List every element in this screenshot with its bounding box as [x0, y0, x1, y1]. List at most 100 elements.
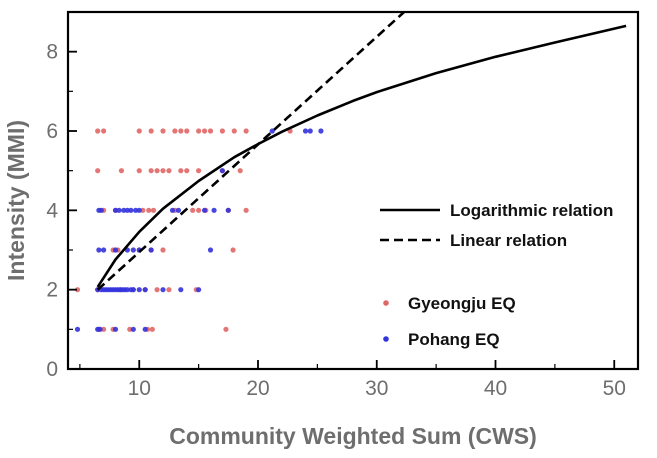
gyeongju-eq-point [136, 128, 142, 134]
pohang-eq-point [142, 326, 148, 332]
legend-label: Logarithmic relation [450, 201, 613, 220]
pohang-eq-point [142, 287, 148, 293]
gyeongju-eq-point [127, 326, 133, 332]
pohang-eq-point [130, 287, 136, 293]
gyeongju-eq-point [237, 168, 243, 174]
gyeongju-eq-point [160, 247, 166, 253]
gyeongju-eq-point [166, 287, 172, 293]
gyeongju-eq-point [160, 168, 166, 174]
gyeongju-eq-point [166, 168, 172, 174]
gyeongju-eq-point [160, 128, 166, 134]
pohang-eq-point [201, 207, 208, 213]
gyeongju-eq-point [243, 207, 249, 213]
linear-relation-line [96, 12, 405, 291]
y-tick-label: 8 [46, 41, 58, 64]
pohang-eq-point [136, 287, 142, 293]
legend-label: Linear relation [450, 231, 567, 250]
x-tick-label: 30 [365, 377, 388, 400]
pohang-eq-point [124, 287, 130, 293]
y-tick-label: 6 [46, 120, 58, 143]
pohang-eq-point [225, 207, 231, 213]
pohang-eq-point [124, 207, 130, 213]
gyeongju-eq-point [118, 168, 125, 174]
pohang-eq-point [112, 326, 119, 332]
x-tick-label: 40 [484, 377, 507, 400]
gyeongju-eq-point [178, 128, 184, 134]
pohang-eq-point [133, 207, 139, 213]
legend-label: Pohang EQ [408, 330, 500, 349]
gyeongju-eq-point [196, 207, 202, 213]
logarithmic-relation-curve [96, 24, 627, 288]
pohang-eq-point [318, 128, 324, 134]
x-tick-label: 50 [603, 377, 626, 400]
legend: Logarithmic relation Linear relation Gyeon… [380, 201, 613, 349]
gyeongju-eq-point [230, 247, 236, 253]
pohang-eq-point [97, 326, 103, 332]
tick-labels: 10 20 30 40 50 0 2 4 6 8 [46, 41, 626, 400]
x-tick-label: 20 [246, 377, 269, 400]
gyeongju-eq-point [178, 168, 184, 174]
gyeongju-eq-point [74, 287, 81, 293]
legend-marker [383, 300, 389, 306]
gyeongju-eq-point [219, 128, 225, 134]
gyeongju-eq-point [184, 168, 190, 174]
pohang-eq-point [269, 128, 275, 134]
gyeongju-eq-point [154, 287, 160, 293]
pohang-eq-point [112, 247, 119, 253]
gyeongju-eq-point [172, 128, 178, 134]
gyeongju-eq-point [149, 326, 155, 332]
pohang-eq-point [219, 168, 225, 174]
gyeongju-eq-point [223, 326, 229, 332]
gyeongju-eq-point [190, 207, 196, 213]
pohang-eq-point [128, 207, 134, 213]
axes [66, 10, 640, 371]
x-axis-title: Community Weighted Sum (CWS) [169, 423, 537, 449]
pohang-eq-point [178, 287, 184, 293]
pohang-eq-point [136, 207, 142, 213]
gyeongju-eq-point [243, 128, 249, 134]
gyeongju-eq-point [148, 168, 154, 174]
legend-label: Gyeongju EQ [408, 294, 516, 313]
gyeongju-eq-point [196, 128, 202, 134]
legend-marker [383, 336, 389, 342]
pohang-eq-point [101, 247, 107, 253]
gyeongju-eq-point [201, 128, 208, 134]
pohang-eq-point [207, 247, 214, 253]
plot-area [74, 12, 627, 332]
y-axis-title: Intensity (MMI) [3, 120, 29, 281]
gyeongju-eq-point [154, 168, 160, 174]
pohang-eq-point [160, 287, 166, 293]
gyeongju-eq-point [101, 128, 107, 134]
pohang-eq-point [96, 247, 102, 253]
gyeongju-eq-point [95, 128, 101, 134]
pohang-eq-point [74, 326, 81, 332]
pohang-eq-point [130, 326, 136, 332]
gyeongju-eq-point [140, 207, 146, 213]
gyeongju-eq-point [148, 128, 154, 134]
gyeongju-eq-point [146, 207, 152, 213]
pohang-eq-point [175, 207, 182, 213]
gyeongju-eq-point [184, 128, 190, 134]
relation-curves [96, 12, 627, 291]
pohang-eq-point [98, 207, 104, 213]
gyeongju-eq-point [136, 168, 142, 174]
gyeongju-eq-point [95, 168, 101, 174]
pohang-eq-point [148, 247, 154, 253]
pohang-eq-point [302, 128, 309, 134]
pohang-eq-point [211, 207, 217, 213]
gyeongju-eq-point [196, 168, 202, 174]
y-tick-label: 4 [46, 199, 58, 222]
gyeongju-eq-point [231, 128, 237, 134]
scatter-points [74, 128, 324, 332]
pohang-eq-point [196, 287, 202, 293]
pohang-eq-point [116, 207, 122, 213]
gyeongju-eq-point [150, 207, 157, 213]
plot-frame [66, 10, 640, 371]
y-tick-label: 2 [46, 279, 58, 302]
pohang-eq-point [121, 207, 127, 213]
pohang-eq-point [307, 128, 313, 134]
pohang-eq-point [169, 207, 176, 213]
pohang-eq-point [112, 207, 119, 213]
gyeongju-eq-point [207, 128, 214, 134]
